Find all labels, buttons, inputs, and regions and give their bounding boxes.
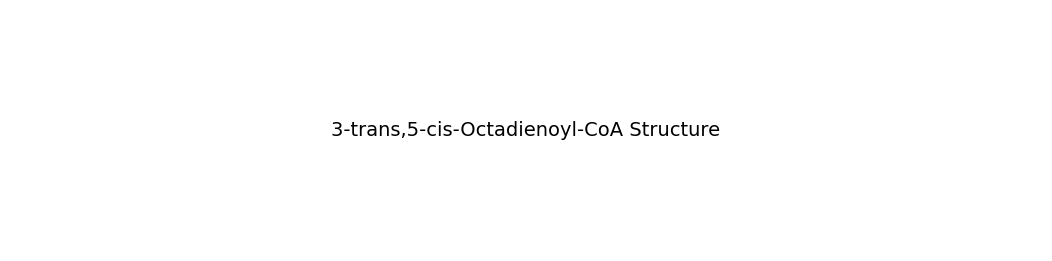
Text: 3-trans,5-cis-Octadienoyl-CoA Structure: 3-trans,5-cis-Octadienoyl-CoA Structure bbox=[331, 121, 721, 140]
